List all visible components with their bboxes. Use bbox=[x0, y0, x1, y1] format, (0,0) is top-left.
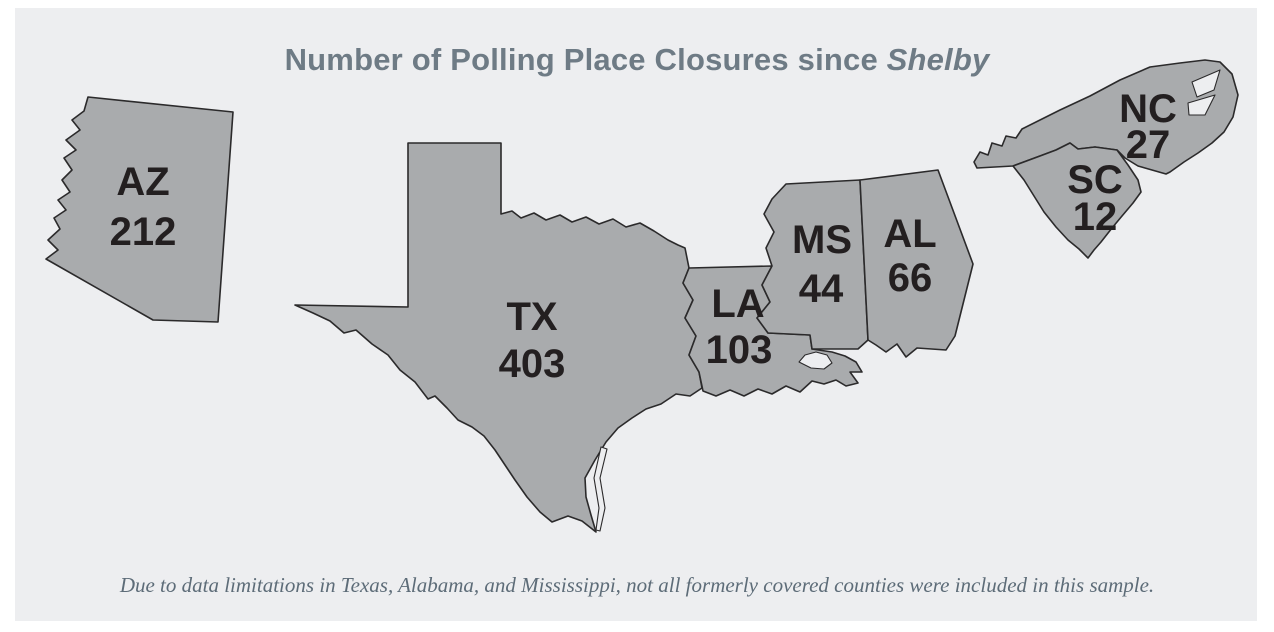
state-label-group-louisiana: LA 103 bbox=[706, 282, 773, 372]
state-abbr-texas: TX bbox=[506, 295, 557, 339]
state-shape-south-carolina bbox=[1012, 142, 1142, 259]
state-label-group-arizona: AZ 212 bbox=[110, 160, 177, 254]
state-shape-alabama bbox=[859, 169, 974, 358]
state-shape-arizona bbox=[45, 96, 234, 323]
state-abbr-mississippi: MS bbox=[792, 218, 852, 262]
state-value-texas: 403 bbox=[499, 342, 566, 386]
lake-pontchartrain-shape bbox=[798, 351, 833, 370]
figure-footnote: Due to data limitations in Texas, Alabam… bbox=[119, 573, 1155, 597]
padre-island-inlet-shape bbox=[593, 446, 608, 532]
state-label-group-alabama: AL 66 bbox=[883, 212, 936, 300]
title-case-name: Shelby bbox=[886, 42, 990, 77]
state-label-group-south-carolina: SC 12 bbox=[1067, 158, 1123, 239]
pamlico-sound-shape bbox=[1191, 69, 1221, 98]
albemarle-sound-shape bbox=[1187, 94, 1216, 116]
figure-title: Number of Polling Place Closures since Sh… bbox=[0, 44, 1274, 75]
state-abbr-arizona: AZ bbox=[116, 160, 169, 204]
state-shape-texas bbox=[294, 142, 703, 533]
state-value-south-carolina: 12 bbox=[1073, 195, 1118, 239]
state-label-group-north-carolina: NC 27 bbox=[1119, 87, 1177, 167]
state-shape-mississippi bbox=[756, 179, 869, 350]
state-value-alabama: 66 bbox=[888, 256, 933, 300]
state-abbr-north-carolina: NC bbox=[1119, 87, 1177, 131]
state-value-arizona: 212 bbox=[110, 210, 177, 254]
title-text: Number of Polling Place Closures since bbox=[284, 42, 878, 77]
state-value-louisiana: 103 bbox=[706, 328, 773, 372]
state-value-mississippi: 44 bbox=[799, 267, 844, 311]
state-abbr-south-carolina: SC bbox=[1067, 158, 1123, 202]
state-value-north-carolina: 27 bbox=[1126, 123, 1171, 167]
state-abbr-alabama: AL bbox=[883, 212, 936, 256]
state-label-group-texas: TX 403 bbox=[499, 295, 566, 386]
state-abbr-louisiana: LA bbox=[711, 282, 764, 326]
state-label-group-mississippi: MS 44 bbox=[792, 218, 852, 311]
